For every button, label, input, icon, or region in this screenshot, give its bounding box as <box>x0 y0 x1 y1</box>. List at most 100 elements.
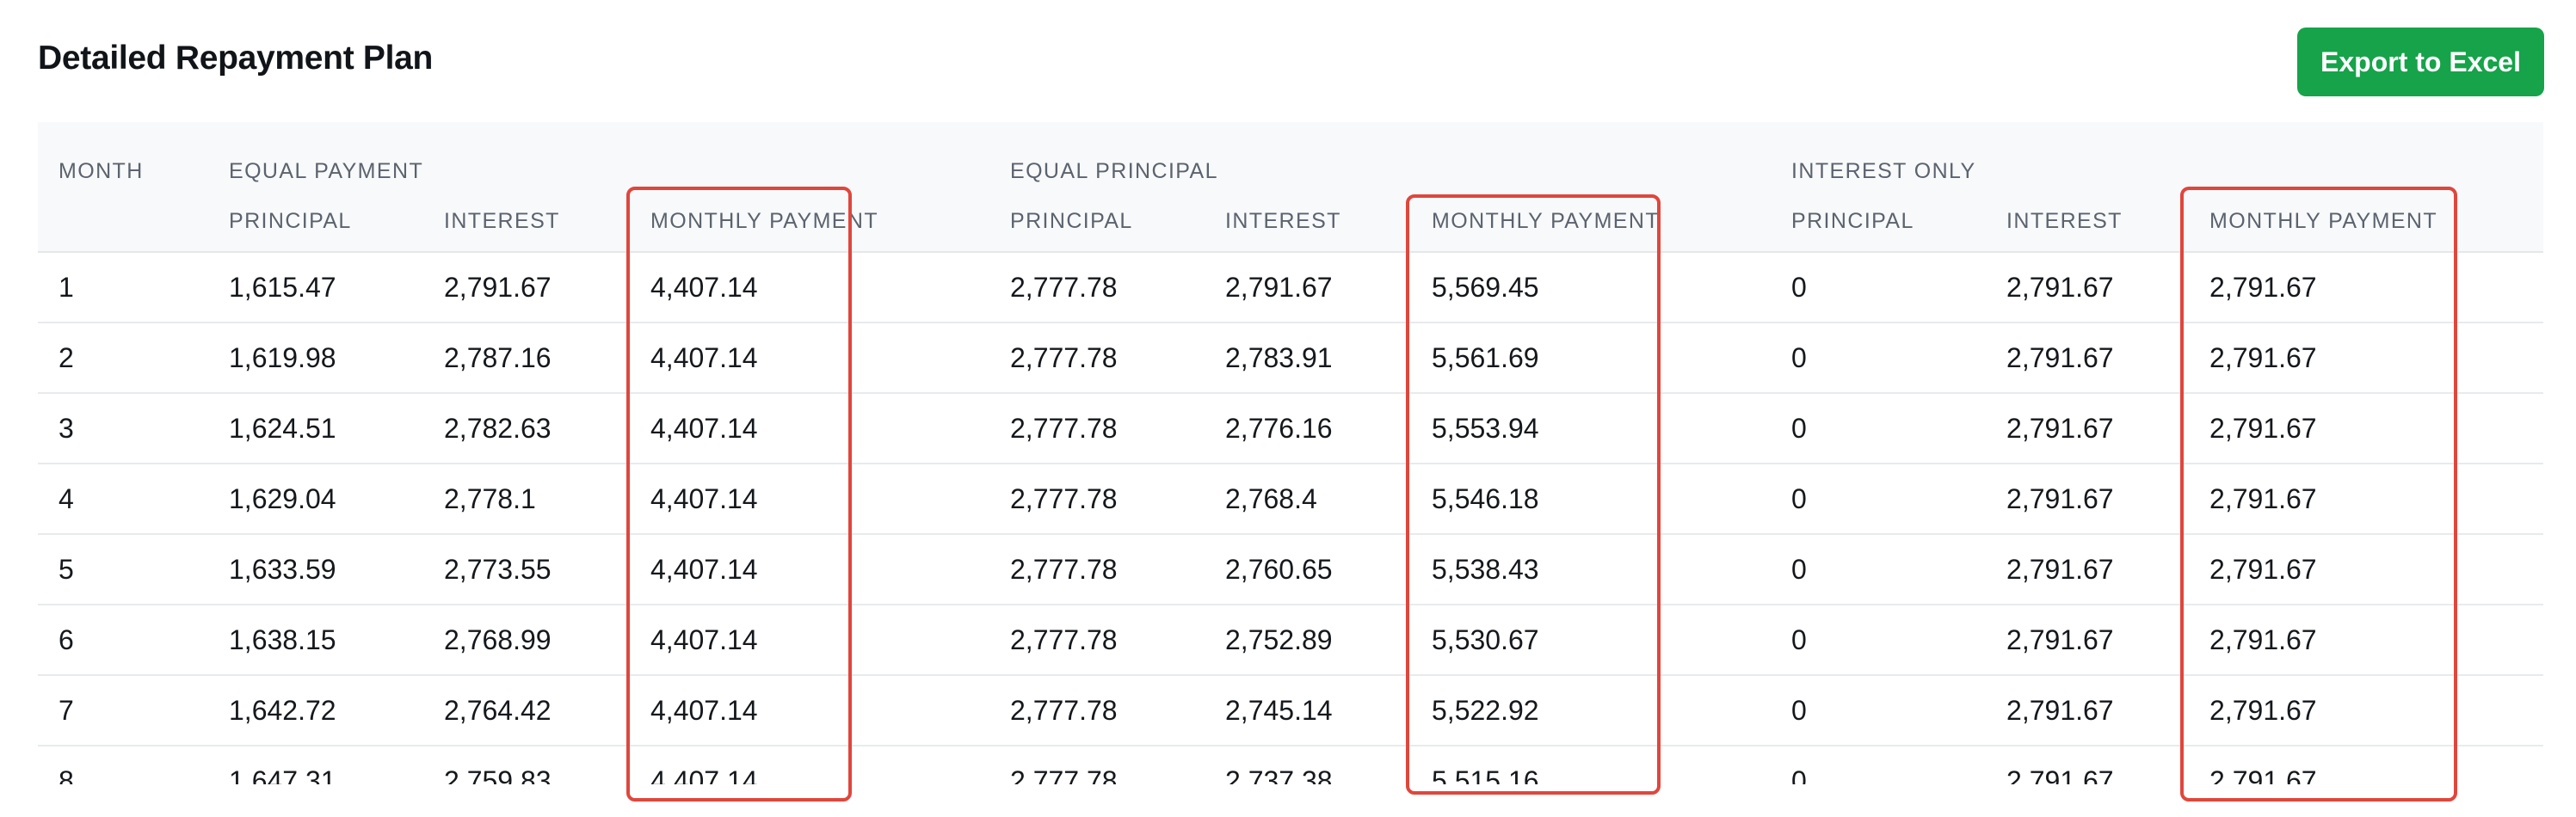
interest-only-principal-cell: 0 <box>1771 675 1987 746</box>
equal-payment-header: EQUAL PAYMENT <box>229 159 424 183</box>
interest-only-header: INTEREST ONLY <box>1791 159 1976 183</box>
interest-only-interest-cell: 2,791.67 <box>1986 605 2190 676</box>
interest-only-monthly-cell: 2,791.67 <box>2189 605 2543 676</box>
equal-principal-principal-cell: 2,777.78 <box>989 675 1205 746</box>
interest-only-principal-header: PRINCIPAL <box>1771 191 1987 253</box>
equal-principal-monthly-cell: 5,530.67 <box>1411 605 1772 676</box>
equal-payment-interest-cell: 2,778.1 <box>423 464 630 535</box>
export-to-excel-button[interactable]: Export to Excel <box>2297 28 2544 96</box>
interest-only-principal-cell: 0 <box>1771 252 1987 323</box>
interest-only-interest-cell: 2,791.67 <box>1986 675 2190 746</box>
equal-principal-interest-cell: 2,752.89 <box>1205 605 1411 676</box>
equal-payment-monthly-header: MONTHLY PAYMENT <box>630 191 989 253</box>
equal-payment-interest-cell: 2,764.42 <box>423 675 630 746</box>
equal-payment-interest-cell: 2,773.55 <box>423 534 630 605</box>
group-header-row: MONTH EQUAL PAYMENT EQUAL PRINCIPAL INTE… <box>38 122 2543 191</box>
page-title: Detailed Repayment Plan <box>38 40 434 77</box>
interest-only-monthly-cell: 2,791.67 <box>2189 464 2543 535</box>
equal-principal-header: EQUAL PRINCIPAL <box>1010 159 1218 183</box>
table-row: 8 1,647.31 2,759.83 4,407.14 2,777.78 2,737.3… <box>38 746 2543 784</box>
month-cell: 8 <box>38 746 208 784</box>
equal-payment-interest-cell: 2,768.99 <box>423 605 630 676</box>
table-row: 7 1,642.72 2,764.42 4,407.14 2,777.78 2,745.1… <box>38 675 2543 746</box>
equal-payment-interest-cell: 2,787.16 <box>423 322 630 394</box>
equal-payment-monthly-cell: 4,407.14 <box>630 393 989 464</box>
interest-only-monthly-cell: 2,791.67 <box>2189 675 2543 746</box>
equal-principal-interest-cell: 2,776.16 <box>1205 393 1411 464</box>
interest-only-interest-cell: 2,791.67 <box>1986 393 2190 464</box>
equal-payment-monthly-cell: 4,407.14 <box>630 605 989 676</box>
equal-principal-monthly-cell: 5,515.16 <box>1411 746 1772 784</box>
equal-payment-monthly-cell: 4,407.14 <box>630 252 989 323</box>
month-header: MONTH <box>59 159 144 183</box>
equal-payment-interest-header: INTEREST <box>423 191 630 253</box>
equal-principal-principal-cell: 2,777.78 <box>989 252 1205 323</box>
equal-payment-principal-cell: 1,629.04 <box>208 464 423 535</box>
equal-principal-principal-cell: 2,777.78 <box>989 393 1205 464</box>
equal-principal-principal-header: PRINCIPAL <box>989 191 1205 253</box>
interest-only-interest-header: INTEREST <box>1986 191 2190 253</box>
interest-only-principal-cell: 0 <box>1771 393 1987 464</box>
repayment-table-container[interactable]: MONTH EQUAL PAYMENT EQUAL PRINCIPAL INTE… <box>38 122 2543 784</box>
table-row: 5 1,633.59 2,773.55 4,407.14 2,777.78 2,760.6… <box>38 534 2543 605</box>
equal-payment-principal-cell: 1,624.51 <box>208 393 423 464</box>
equal-payment-principal-header: PRINCIPAL <box>208 191 423 253</box>
interest-only-monthly-cell: 2,791.67 <box>2189 252 2543 323</box>
interest-only-interest-cell: 2,791.67 <box>1986 322 2190 394</box>
equal-principal-interest-header: INTEREST <box>1205 191 1411 253</box>
month-cell: 4 <box>38 464 208 535</box>
equal-principal-principal-cell: 2,777.78 <box>989 746 1205 784</box>
equal-principal-interest-cell: 2,760.65 <box>1205 534 1411 605</box>
equal-payment-principal-cell: 1,647.31 <box>208 746 423 784</box>
equal-principal-principal-cell: 2,777.78 <box>989 322 1205 394</box>
table-row: 1 1,615.47 2,791.67 4,407.14 2,777.78 2,791.6… <box>38 252 2543 323</box>
interest-only-monthly-cell: 2,791.67 <box>2189 534 2543 605</box>
month-cell: 2 <box>38 322 208 394</box>
equal-payment-principal-cell: 1,633.59 <box>208 534 423 605</box>
table-row: 2 1,619.98 2,787.16 4,407.14 2,777.78 2,783.9… <box>38 322 2543 394</box>
equal-payment-monthly-cell: 4,407.14 <box>630 746 989 784</box>
repayment-table: MONTH EQUAL PAYMENT EQUAL PRINCIPAL INTE… <box>38 122 2543 784</box>
equal-payment-principal-cell: 1,642.72 <box>208 675 423 746</box>
equal-payment-interest-cell: 2,782.63 <box>423 393 630 464</box>
equal-principal-monthly-cell: 5,561.69 <box>1411 322 1772 394</box>
interest-only-interest-cell: 2,791.67 <box>1986 252 2190 323</box>
month-subheader-empty <box>38 191 208 253</box>
interest-only-monthly-header: MONTHLY PAYMENT <box>2189 191 2543 253</box>
interest-only-monthly-cell: 2,791.67 <box>2189 746 2543 784</box>
interest-only-principal-cell: 0 <box>1771 464 1987 535</box>
equal-principal-monthly-cell: 5,569.45 <box>1411 252 1772 323</box>
equal-principal-monthly-cell: 5,553.94 <box>1411 393 1772 464</box>
equal-payment-monthly-cell: 4,407.14 <box>630 675 989 746</box>
interest-only-interest-cell: 2,791.67 <box>1986 464 2190 535</box>
interest-only-monthly-cell: 2,791.67 <box>2189 393 2543 464</box>
table-row: 3 1,624.51 2,782.63 4,407.14 2,777.78 2,776.1… <box>38 393 2543 464</box>
equal-payment-monthly-cell: 4,407.14 <box>630 534 989 605</box>
month-cell: 7 <box>38 675 208 746</box>
table-row: 4 1,629.04 2,778.1 4,407.14 2,777.78 2,768.4 5… <box>38 464 2543 535</box>
month-cell: 6 <box>38 605 208 676</box>
equal-principal-interest-cell: 2,737.38 <box>1205 746 1411 784</box>
equal-payment-monthly-cell: 4,407.14 <box>630 322 989 394</box>
equal-payment-interest-cell: 2,791.67 <box>423 252 630 323</box>
equal-principal-principal-cell: 2,777.78 <box>989 534 1205 605</box>
month-cell: 3 <box>38 393 208 464</box>
equal-principal-monthly-cell: 5,546.18 <box>1411 464 1772 535</box>
interest-only-principal-cell: 0 <box>1771 322 1987 394</box>
equal-payment-monthly-cell: 4,407.14 <box>630 464 989 535</box>
table-row: 6 1,638.15 2,768.99 4,407.14 2,777.78 2,752.8… <box>38 605 2543 676</box>
interest-only-principal-cell: 0 <box>1771 605 1987 676</box>
equal-payment-interest-cell: 2,759.83 <box>423 746 630 784</box>
interest-only-principal-cell: 0 <box>1771 534 1987 605</box>
equal-payment-principal-cell: 1,615.47 <box>208 252 423 323</box>
interest-only-monthly-cell: 2,791.67 <box>2189 322 2543 394</box>
equal-principal-principal-cell: 2,777.78 <box>989 464 1205 535</box>
sub-header-row: PRINCIPAL INTEREST MONTHLY PAYMENT PRINC… <box>38 191 2543 253</box>
equal-payment-principal-cell: 1,638.15 <box>208 605 423 676</box>
repayment-table-body: 1 1,615.47 2,791.67 4,407.14 2,777.78 2,791.6… <box>38 252 2543 784</box>
interest-only-interest-cell: 2,791.67 <box>1986 534 2190 605</box>
interest-only-interest-cell: 2,791.67 <box>1986 746 2190 784</box>
month-cell: 5 <box>38 534 208 605</box>
month-cell: 1 <box>38 252 208 323</box>
